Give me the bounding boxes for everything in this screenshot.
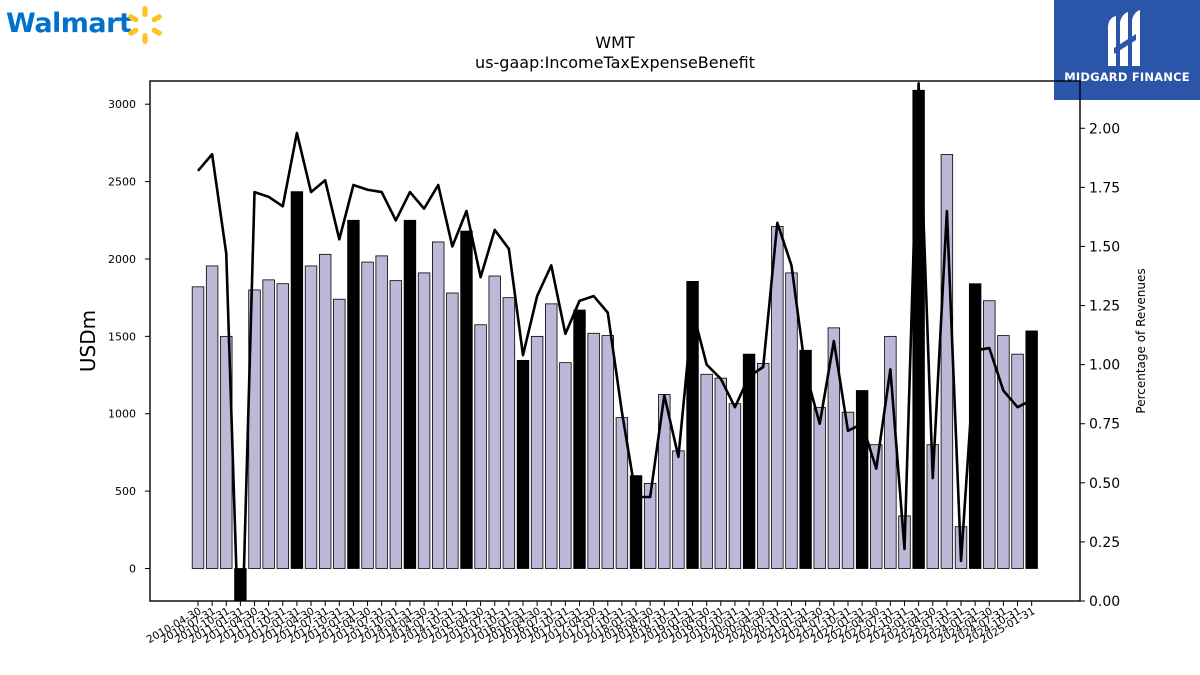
bar-2017-01-31 (573, 309, 586, 569)
walmart-wordmark: Walmart (6, 8, 132, 39)
pct-of-revenues-line (197, 82, 1033, 601)
y2-tick-label: 1.00 (1089, 358, 1120, 374)
midgard-mark-icon (1108, 10, 1140, 66)
bar-2020-10-31 (785, 272, 798, 569)
y2-tick-label: 2.00 (1089, 121, 1120, 137)
bar-2010-04-30 (191, 286, 205, 569)
bar-2025-01-31 (1025, 330, 1038, 569)
midgard-finance-wordmark: MIDGARD FINANCE (1064, 70, 1190, 84)
bar-2024-10-31 (1011, 353, 1024, 569)
bar-2015-07-31 (488, 275, 501, 569)
bar-2016-01-31 (516, 359, 530, 569)
y2-axis-label: Percentage of Revenues (1134, 268, 1148, 413)
chart-title: WMT (595, 33, 635, 52)
y2-tick-label: 0.75 (1089, 417, 1120, 433)
y-tick-label: 1500 (108, 330, 136, 343)
bar-2014-01-31 (403, 219, 417, 569)
spark-ray (151, 27, 162, 36)
chart-subtitle: us-gaap:IncomeTaxExpenseBenefit (475, 53, 755, 72)
bar-2015-01-31 (460, 230, 473, 569)
bar-2019-04-30 (700, 373, 713, 569)
bar-2011-10-31 (276, 283, 289, 569)
bar-2014-04-30 (417, 272, 431, 569)
walmart-spark-icon (128, 6, 162, 44)
bar-2019-10-31 (728, 403, 742, 569)
bar-2014-07-31 (432, 241, 445, 569)
bar-2015-04-30 (474, 324, 487, 569)
bar-2021-01-31 (799, 349, 812, 569)
bar-2022-01-31 (855, 390, 869, 569)
bar-2019-01-31 (686, 281, 699, 569)
spark-ray (128, 27, 139, 36)
midgard-finance-logo: MIDGARD FINANCE (1054, 0, 1200, 100)
plot-frame (149, 80, 1081, 602)
bar-2013-01-31 (347, 219, 360, 569)
bar-2021-07-31 (827, 327, 841, 569)
bar-2012-04-30 (304, 265, 318, 569)
bar-2018-01-31 (629, 475, 643, 569)
bar-2013-10-31 (389, 280, 403, 569)
bar-2012-01-31 (290, 191, 304, 569)
spark-ray (151, 14, 162, 23)
y2-tick-label: 1.75 (1089, 180, 1120, 196)
bar-2018-10-31 (672, 450, 685, 569)
walmart-logo: Walmart (6, 4, 176, 46)
y2-tick-label: 0.50 (1089, 476, 1120, 492)
y2-tick-label: 0.00 (1089, 594, 1120, 610)
y2-tick-label: 1.25 (1089, 299, 1120, 315)
bar-2022-04-30 (870, 444, 883, 569)
bar-2024-07-31 (997, 335, 1010, 569)
bar-2013-04-30 (361, 261, 374, 569)
y2-tick-label: 0.25 (1089, 535, 1120, 551)
y2-tick-label: 1.50 (1089, 239, 1120, 255)
y-axis-label: USDm (76, 310, 100, 372)
bar-2016-07-31 (545, 303, 558, 569)
y-tick-label: 2500 (108, 176, 136, 189)
bar-2015-10-31 (502, 297, 516, 569)
bar-2021-10-31 (841, 411, 855, 569)
spark-ray (142, 33, 148, 44)
y-tick-label: 0 (129, 563, 136, 576)
bar-2020-07-31 (771, 226, 784, 569)
bar-2020-01-31 (742, 353, 756, 569)
y-tick-label: 1000 (108, 408, 136, 421)
bar-2016-10-31 (559, 362, 572, 569)
spark-ray (142, 6, 148, 17)
bar-2016-04-30 (530, 335, 544, 569)
spark-ray (128, 14, 139, 23)
bar-2021-04-30 (813, 407, 826, 569)
bar-2011-07-31 (262, 279, 275, 569)
bar-2020-04-30 (757, 363, 770, 569)
bar-2014-10-31 (446, 292, 459, 569)
bar-2019-07-31 (714, 377, 728, 569)
bar-2024-04-30 (983, 300, 996, 569)
bar-2018-04-30 (643, 482, 657, 569)
y-tick-label: 2000 (108, 253, 136, 266)
y-tick-label: 500 (115, 485, 136, 498)
bar-2012-07-31 (318, 253, 332, 569)
bar-2013-07-31 (375, 255, 388, 569)
bar-2011-01-31 (234, 568, 247, 601)
bar-2017-04-30 (587, 332, 600, 569)
bar-2017-07-31 (601, 335, 614, 569)
bar-2012-10-31 (333, 298, 346, 569)
bar-2010-07-31 (205, 265, 219, 569)
y-tick-label: 3000 (108, 98, 136, 111)
